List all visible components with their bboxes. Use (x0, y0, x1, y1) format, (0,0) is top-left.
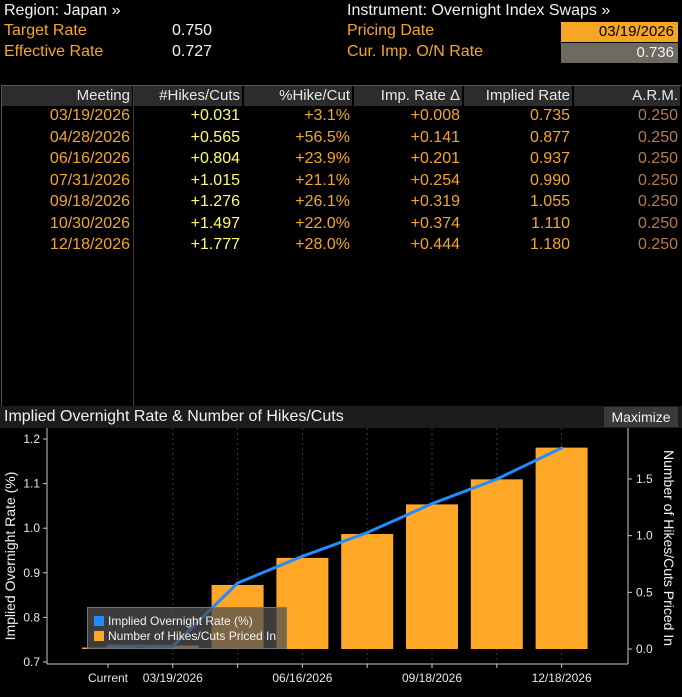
cur-imp-rate-label: Cur. Imp. O/N Rate (347, 43, 484, 60)
maximize-button[interactable]: Maximize (604, 407, 678, 427)
cell-hikes: +1.015 (190, 171, 240, 189)
col-header-implied[interactable]: Implied Rate (464, 86, 572, 106)
cell-arm: 0.250 (637, 193, 678, 210)
cell-arm: 0.250 (637, 171, 678, 189)
cell-meeting: 04/28/2026 (49, 128, 130, 146)
bar-hikes (406, 504, 458, 649)
right-tick-label: 0.5 (636, 585, 653, 599)
legend-item-rate: Implied Overnight Rate (%) (94, 614, 253, 628)
cell-implied: 1.055 (529, 193, 570, 210)
cell-implied: 0.735 (529, 107, 570, 124)
cell-delta: +0.141 (410, 128, 460, 146)
line-point (300, 554, 304, 558)
line-point (430, 502, 434, 506)
cell-pct: +21.1% (295, 171, 350, 189)
cell-hikes: +1.276 (190, 193, 240, 210)
legend-label-rate: Implied Overnight Rate (%) (108, 614, 253, 628)
col-header-meeting[interactable]: Meeting (2, 86, 132, 106)
cell-meeting: 03/19/2026 (49, 107, 130, 124)
chart-legend: Implied Overnight Rate (%) Number of Hik… (87, 607, 287, 649)
right-tick-label: 1.5 (636, 472, 653, 486)
effective-rate-value: 0.727 (172, 43, 213, 60)
x-tick-label: 03/19/2026 (143, 671, 203, 685)
cell-pct: +3.1% (304, 107, 350, 124)
column-divider (133, 86, 134, 406)
left-tick-label: 0.9 (23, 566, 40, 580)
bar-hikes (535, 447, 588, 649)
chart-title-bar (0, 406, 682, 428)
effective-rate-label: Effective Rate (4, 43, 104, 60)
cell-pct: +26.1% (295, 193, 350, 210)
cell-hikes: +0.031 (190, 107, 240, 124)
target-rate-label: Target Rate (4, 22, 87, 39)
cell-meeting: 10/30/2026 (49, 214, 130, 232)
cell-delta: +0.008 (410, 107, 460, 124)
right-axis-title: Number of Hikes/Cuts Priced In (661, 450, 677, 646)
cell-arm: 0.250 (637, 128, 678, 146)
pricing-date-label: Pricing Date (347, 22, 435, 39)
target-rate-value: 0.750 (172, 22, 213, 39)
cell-implied: 0.990 (529, 171, 570, 189)
x-tick-label: Current (88, 671, 129, 685)
legend-swatch-rate (94, 616, 104, 626)
cell-delta: +0.319 (410, 193, 460, 210)
cell-implied: 0.937 (529, 150, 570, 167)
cell-implied: 0.877 (529, 128, 570, 146)
x-tick-label: 09/18/2026 (402, 671, 462, 685)
cell-meeting: 09/18/2026 (49, 193, 130, 210)
line-point (495, 477, 499, 481)
cur-imp-rate-field: 0.736 (561, 43, 678, 63)
cell-delta: +0.444 (410, 236, 460, 253)
cell-pct: +56.5% (295, 128, 350, 146)
chart-svg: 0.7 0.8 0.9 1.0 1.1 1.2 0.0 0.5 1.0 1.5 Current 03/… (2, 428, 677, 685)
cell-arm: 0.250 (637, 236, 678, 253)
chart-title: Implied Overnight Rate & Number of Hikes… (4, 408, 344, 425)
col-header-hikes[interactable]: #Hikes/Cuts (134, 86, 242, 106)
left-tick-label: 0.7 (23, 655, 40, 669)
pricing-date-input[interactable]: 03/19/2026 (561, 22, 678, 42)
cell-arm: 0.250 (637, 150, 678, 167)
left-axis-title: Implied Overnight Rate (%) (2, 472, 18, 641)
meetings-table (1, 85, 681, 406)
cell-delta: +0.374 (410, 214, 460, 232)
legend-swatch-hikes (94, 631, 104, 641)
instrument-selector[interactable]: Instrument: Overnight Index Swaps » (347, 2, 611, 19)
x-tick-label: 12/18/2026 (532, 671, 592, 685)
cell-arm: 0.250 (637, 214, 678, 232)
cell-meeting: 06/16/2026 (49, 150, 130, 167)
cell-hikes: +1.497 (190, 214, 240, 232)
x-tick-label: 06/16/2026 (272, 671, 332, 685)
left-tick-label: 1.2 (23, 432, 40, 446)
region-selector[interactable]: Region: Japan » (4, 2, 121, 19)
cell-arm: 0.250 (637, 107, 678, 124)
bar-hikes (470, 479, 523, 649)
legend-label-hikes: Number of Hikes/Cuts Priced In (108, 629, 277, 643)
cell-pct: +22.0% (295, 214, 350, 232)
line-point (236, 581, 240, 585)
cell-implied: 1.180 (529, 236, 570, 253)
cell-hikes: +0.565 (190, 128, 240, 146)
bar-hikes (341, 533, 394, 649)
cell-meeting: 07/31/2026 (49, 171, 130, 189)
right-tick-label: 0.0 (636, 642, 653, 656)
col-header-pct[interactable]: %Hike/Cut (244, 86, 352, 106)
line-point (365, 531, 369, 535)
cell-hikes: +1.777 (190, 236, 240, 253)
right-tick-label: 1.0 (636, 529, 653, 543)
col-header-delta[interactable]: Imp. Rate Δ (354, 86, 462, 106)
left-tick-label: 1.0 (23, 521, 40, 535)
cell-pct: +23.9% (295, 150, 350, 167)
cell-delta: +0.254 (410, 171, 460, 189)
left-tick-label: 1.1 (23, 477, 40, 491)
line-point (560, 446, 564, 450)
cell-meeting: 12/18/2026 (49, 236, 130, 253)
col-header-arm[interactable]: A.R.M. (574, 86, 680, 106)
cell-pct: +28.0% (295, 236, 350, 253)
legend-item-hikes: Number of Hikes/Cuts Priced In (94, 629, 276, 643)
cell-delta: +0.201 (410, 150, 460, 167)
cell-implied: 1.110 (531, 214, 570, 232)
left-tick-label: 0.8 (23, 610, 40, 624)
cell-hikes: +0.804 (190, 150, 240, 167)
